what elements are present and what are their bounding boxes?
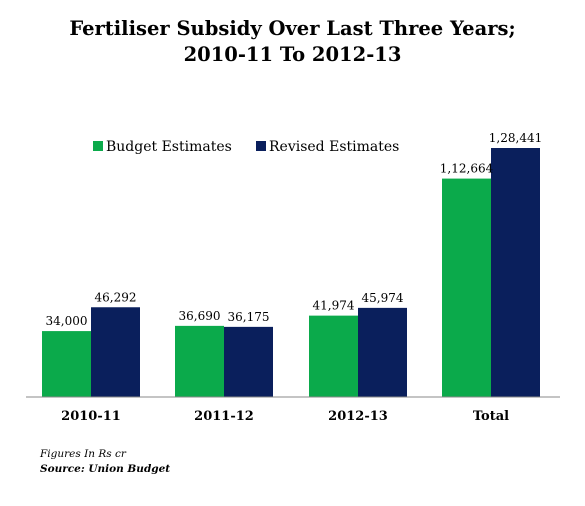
bar-2010-11-budget: [42, 331, 91, 397]
bar-2012-13-revised: [358, 307, 407, 397]
footnote: Figures In Rs cr Source: Union Budget: [40, 447, 170, 477]
data-label-2012-13-budget: 41,974: [313, 299, 355, 313]
bar-2010-11-revised: [91, 307, 140, 397]
x-tick-label-2011-12: 2011-12: [194, 409, 254, 424]
source-note: Source: Union Budget: [40, 463, 171, 475]
data-label-2010-11-revised: 46,292: [95, 290, 137, 304]
bars: [42, 148, 540, 397]
bar-2012-13-budget: [309, 315, 358, 397]
data-label-total-revised: 1,28,441: [489, 131, 542, 145]
bar-total-revised: [491, 148, 540, 397]
data-label-2011-12-revised: 36,175: [228, 310, 270, 324]
legend-label-budget: Budget Estimates: [106, 139, 232, 155]
x-tick-label-2012-13: 2012-13: [328, 409, 388, 424]
legend-swatch-budget: [93, 141, 103, 151]
units-note: Figures In Rs cr: [40, 448, 126, 460]
x-axis-ticks: 2010-11 2011-12 2012-13 Total: [61, 409, 509, 424]
data-label-2010-11-budget: 34,000: [46, 314, 88, 328]
legend-swatch-revised: [256, 141, 266, 151]
bar-2011-12-revised: [224, 326, 273, 397]
data-label-total-budget: 1,12,664: [440, 162, 494, 176]
chart-title-line-2: 2010-11 To 2012-13: [183, 43, 402, 66]
bar-total-budget: [442, 178, 491, 397]
legend: Budget Estimates Revised Estimates: [93, 139, 399, 155]
x-tick-label-2010-11: 2010-11: [61, 409, 121, 424]
legend-label-revised: Revised Estimates: [269, 139, 399, 155]
chart-title: Fertiliser Subsidy Over Last Three Years…: [0, 16, 585, 68]
x-tick-label-total: Total: [473, 409, 509, 424]
data-label-2012-13-revised: 45,974: [362, 291, 404, 305]
bar-2011-12-budget: [175, 325, 224, 397]
chart-title-line-1: Fertiliser Subsidy Over Last Three Years…: [69, 17, 516, 40]
data-label-2011-12-budget: 36,690: [179, 309, 221, 323]
data-labels: 34,000 46,292 36,690 36,175 41,974 45,974 1,12…: [46, 131, 543, 328]
